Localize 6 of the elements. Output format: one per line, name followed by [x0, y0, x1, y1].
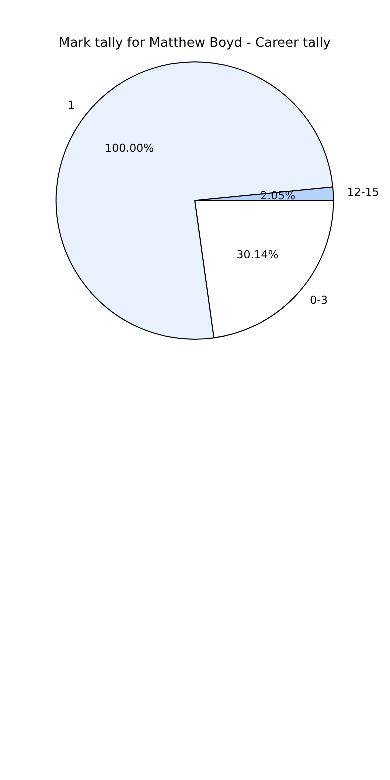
data-label: 100.00%	[105, 142, 154, 156]
data-label: 30.14%	[236, 248, 279, 262]
slice-label: 1	[68, 99, 76, 112]
slice-label: 0-3	[310, 294, 328, 307]
slice-label: 12-15	[347, 186, 380, 200]
chart-title: Mark tally for Matthew Boyd - Career tally	[58, 36, 332, 52]
